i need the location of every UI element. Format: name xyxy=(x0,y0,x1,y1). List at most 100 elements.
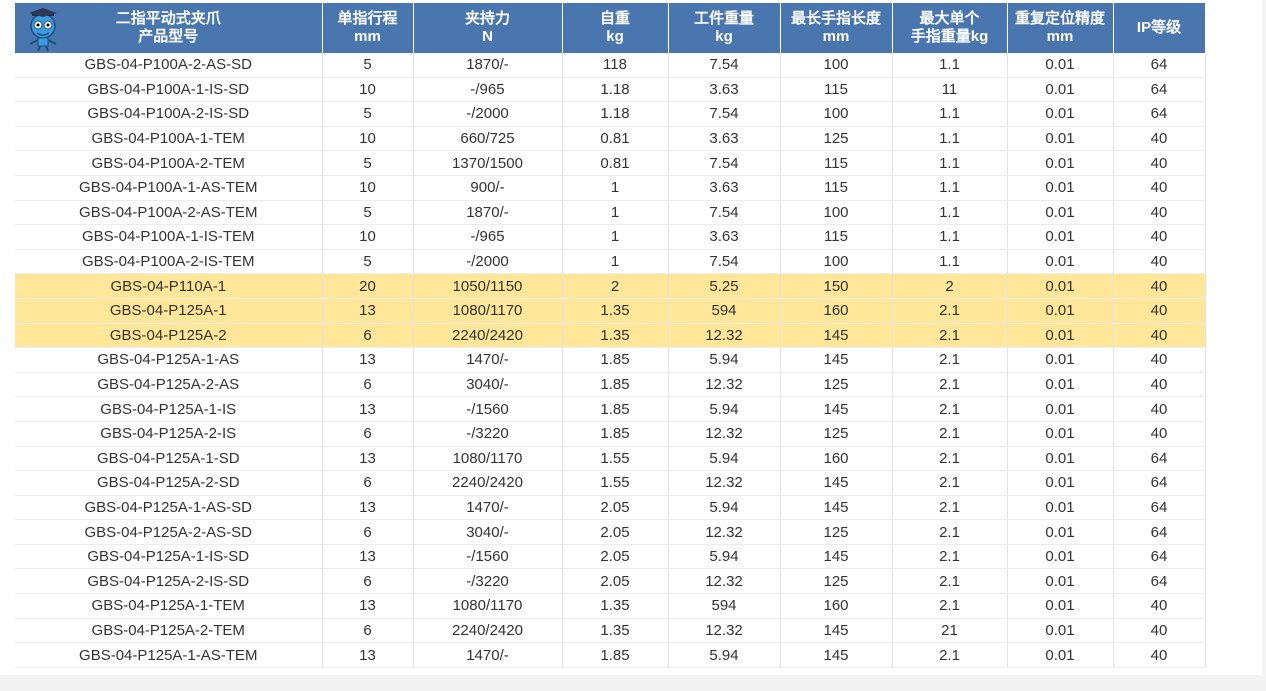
header-text: kg xyxy=(606,28,624,45)
table-cell: 100 xyxy=(780,101,893,127)
table-cell: 40 xyxy=(1113,298,1206,324)
table-cell: GBS-04-P110A-1 xyxy=(15,273,323,299)
table-cell: GBS-04-P125A-1-IS-SD xyxy=(15,544,323,570)
table-cell: 1.35 xyxy=(562,323,669,349)
table-cell: 12.32 xyxy=(668,519,781,545)
table-cell: GBS-04-P125A-2-SD xyxy=(15,470,323,496)
table-cell: 1370/1500 xyxy=(413,150,563,176)
table-cell: -/3220 xyxy=(413,421,563,447)
table-cell: 2.1 xyxy=(892,298,1008,324)
header-cell: 二指平动式夹爪 产品型号 xyxy=(15,3,323,53)
header-text: 手指重量kg xyxy=(910,28,989,45)
table-cell: 64 xyxy=(1113,568,1206,595)
table-cell: 13 xyxy=(322,347,414,373)
table-row: GBS-04-P125A-1-AS-TEM 13 1470/- 1.85 5.94 145… xyxy=(15,642,1206,668)
table-cell: 3.63 xyxy=(668,126,781,152)
table-cell: GBS-04-P125A-2-AS-SD xyxy=(15,519,323,545)
header-text: 自重 xyxy=(599,10,630,27)
table-cell: 2.05 xyxy=(562,495,669,521)
table-row: GBS-04-P100A-1-TEM 10 660/725 0.81 3.63 125 1.… xyxy=(15,126,1206,152)
table-cell: 1 xyxy=(562,200,669,226)
header-text: mm xyxy=(822,28,850,45)
table-cell: 2240/2420 xyxy=(413,618,563,644)
table-cell: GBS-04-P100A-2-AS-SD xyxy=(15,53,323,78)
table-cell: 0.01 xyxy=(1007,101,1114,127)
table-cell: GBS-04-P100A-2-AS-TEM xyxy=(15,200,323,226)
table-cell: 660/725 xyxy=(413,126,563,152)
table-row: GBS-04-P125A-2-IS-SD 6 -/3220 2.05 12.32 125 2… xyxy=(15,568,1206,595)
table-cell: 1 xyxy=(562,224,669,250)
table-cell: 1470/- xyxy=(413,347,563,373)
table-cell: 0.01 xyxy=(1007,593,1114,619)
header-text: 工件重量 xyxy=(693,10,754,27)
table-cell: 145 xyxy=(780,396,893,422)
header-cell: 最大单个 手指重量kg xyxy=(892,3,1008,53)
table-cell: 1.55 xyxy=(562,446,669,472)
table-row: GBS-04-P100A-2-TEM 5 1370/1500 0.81 7.54 115 1… xyxy=(15,150,1206,176)
table-cell: 2.1 xyxy=(892,568,1008,595)
table-cell: 40 xyxy=(1113,642,1206,668)
table-row: GBS-04-P125A-2-AS 6 3040/- 1.85 12.32 125 2.1 0… xyxy=(15,372,1206,398)
table-cell: 40 xyxy=(1113,224,1206,250)
header-text: 最长手指长度 xyxy=(790,10,881,27)
table-cell: 3.63 xyxy=(668,175,781,201)
table-row: GBS-04-P125A-2 6 2240/2420 1.35 12.32 145 2.1 0… xyxy=(15,323,1206,349)
table-cell: 40 xyxy=(1113,593,1206,619)
table-cell: 1.85 xyxy=(562,347,669,373)
table-cell: 1.18 xyxy=(562,101,669,127)
table-cell: 1.35 xyxy=(562,593,669,619)
table-cell: 1.35 xyxy=(562,618,669,644)
header-cell: 自重 kg xyxy=(562,3,669,53)
table-cell: 3.63 xyxy=(668,77,781,103)
table-cell: 5.94 xyxy=(668,495,781,521)
table-cell: 0.01 xyxy=(1007,519,1114,545)
table-wrap: 二指平动式夹爪 产品型号 单指行程 mm 夹持力 N 自重 kg 工件重量 kg 最长手指长度 mm 最… xyxy=(15,3,1206,668)
table-cell: 40 xyxy=(1113,618,1206,644)
table-cell: 21 xyxy=(892,618,1008,644)
table-cell: GBS-04-P125A-1-SD xyxy=(15,446,323,472)
table-cell: GBS-04-P100A-2-IS-TEM xyxy=(15,249,323,275)
table-cell: 2.1 xyxy=(892,470,1008,496)
table-cell: 7.54 xyxy=(668,53,781,78)
table-row: GBS-04-P110A-1 20 1050/1150 2 5.25 150 2 0.01 40 xyxy=(15,273,1206,299)
table-cell: 900/- xyxy=(413,175,563,201)
table-cell: 3.63 xyxy=(668,224,781,250)
table-cell: 1870/- xyxy=(413,53,563,78)
header-text: 最大单个 xyxy=(919,10,980,27)
table-cell: 2.1 xyxy=(892,495,1008,521)
table-cell: 0.01 xyxy=(1007,323,1114,349)
table-cell: 594 xyxy=(668,593,781,619)
header-text: kg xyxy=(715,28,733,45)
header-cell: 单指行程 mm xyxy=(322,3,414,53)
table-cell: 12.32 xyxy=(668,372,781,398)
table-cell: 64 xyxy=(1113,77,1206,103)
table-row: GBS-04-P125A-1-AS 13 1470/- 1.85 5.94 145 2.1 0… xyxy=(15,347,1206,373)
table-cell: 5 xyxy=(322,53,414,78)
table-cell: GBS-04-P125A-1-AS-TEM xyxy=(15,642,323,668)
table-cell: -/3220 xyxy=(413,568,563,595)
table-cell: GBS-04-P125A-2-IS xyxy=(15,421,323,447)
table-cell: 40 xyxy=(1113,249,1206,275)
table-cell: 1.1 xyxy=(892,101,1008,127)
table-cell: 40 xyxy=(1113,421,1206,447)
table-row: GBS-04-P125A-1-IS-SD 13 -/1560 2.05 5.94 145 2… xyxy=(15,544,1206,570)
table-cell: GBS-04-P125A-2-IS-SD xyxy=(15,568,323,595)
header-text: N xyxy=(482,28,493,45)
table-cell: 64 xyxy=(1113,53,1206,78)
table-cell: GBS-04-P100A-1-TEM xyxy=(15,126,323,152)
table-cell: 0.81 xyxy=(562,126,669,152)
table-cell: 1470/- xyxy=(413,642,563,668)
table-cell: -/1560 xyxy=(413,396,563,422)
logo xyxy=(29,8,57,52)
table-cell: 2.1 xyxy=(892,323,1008,349)
table-cell: 145 xyxy=(780,470,893,496)
table-cell: 1080/1170 xyxy=(413,298,563,324)
table-cell: 1.1 xyxy=(892,224,1008,250)
table-cell: 0.01 xyxy=(1007,421,1114,447)
table-cell: 7.54 xyxy=(668,249,781,275)
table-cell: 40 xyxy=(1113,150,1206,176)
header-text: 重复定位精度 xyxy=(1014,10,1105,27)
table-cell: 145 xyxy=(780,642,893,668)
table-cell: GBS-04-P125A-2 xyxy=(15,323,323,349)
table-cell: 0.01 xyxy=(1007,470,1114,496)
